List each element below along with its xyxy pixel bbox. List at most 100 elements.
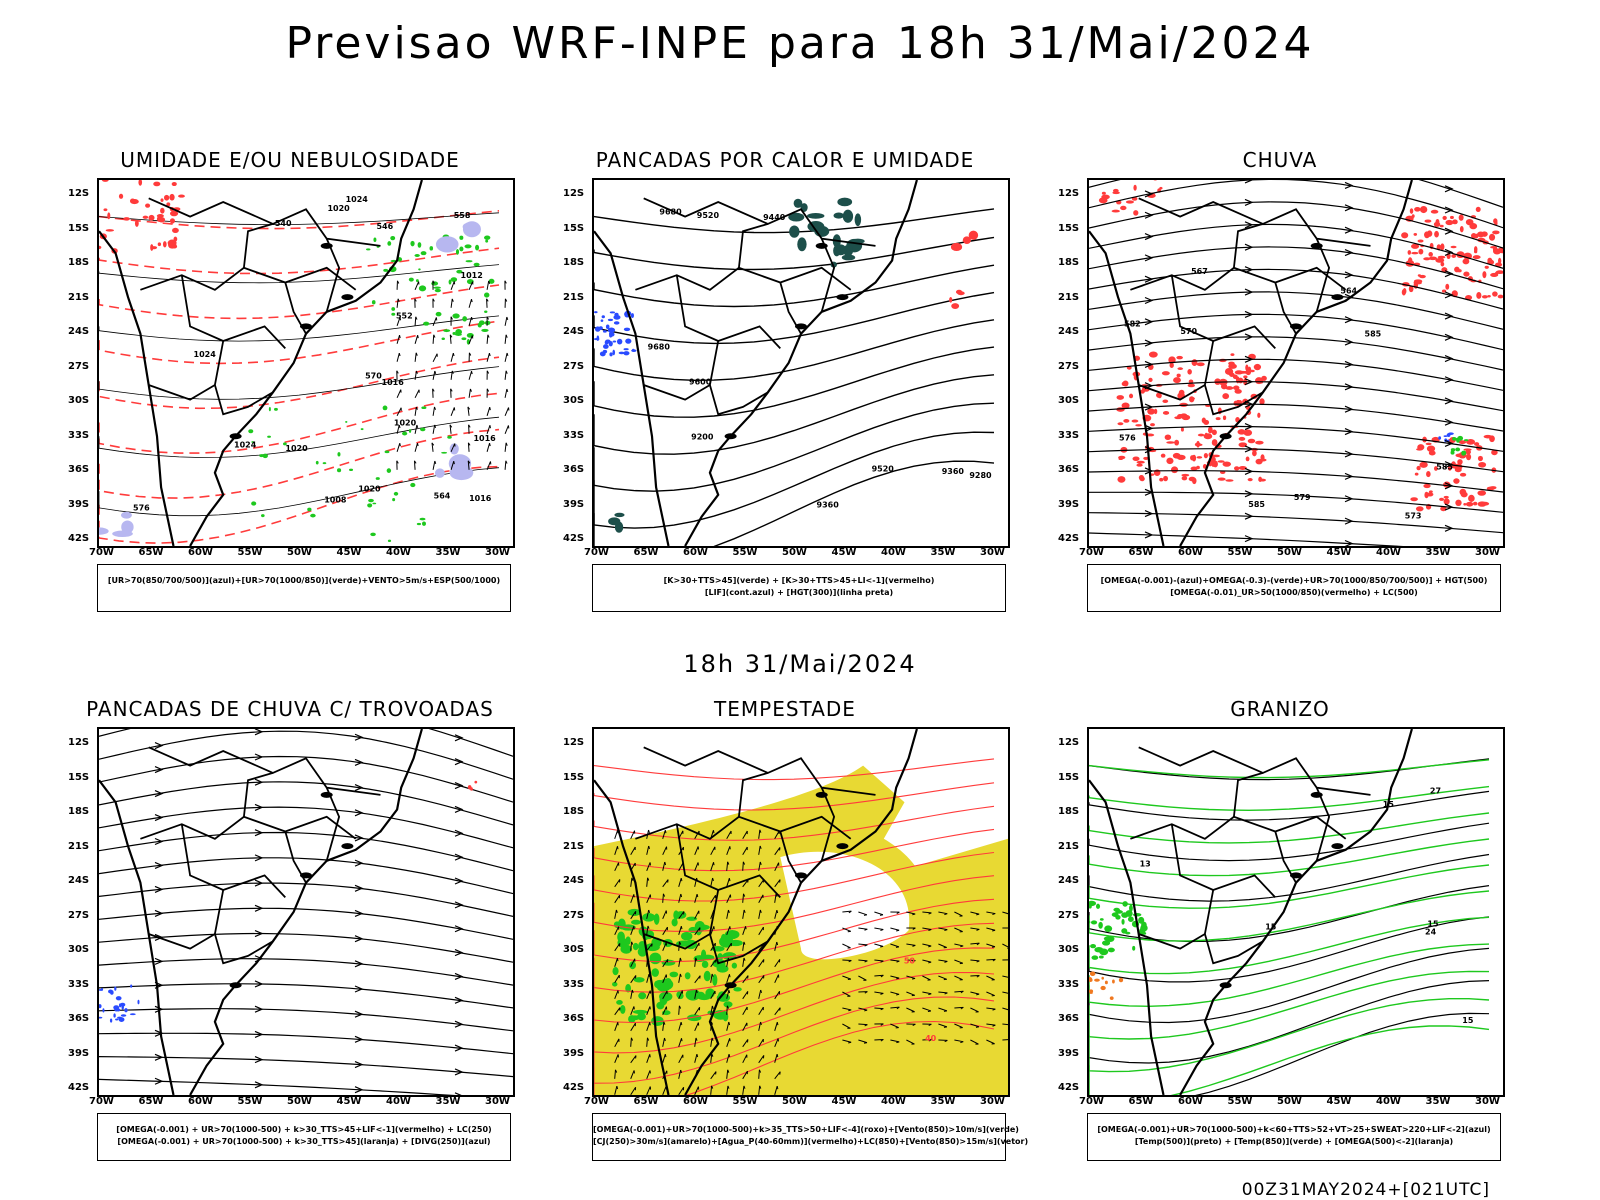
lon-tick-label: 60W [1178,547,1203,558]
lat-tick-label: 30S [1058,944,1080,955]
contour-label: 546 [376,222,393,231]
legend-line: [OMEGA(-0.001)-(azul)+OMEGA(-0.3)-(verde… [1100,576,1488,585]
lon-tick-label: 45W [1326,1096,1352,1107]
map-frame [97,727,515,1097]
lon-tick-label: 30W [1475,547,1500,558]
lon-tick-label: 60W [683,1096,708,1107]
contour-label: 9520 [697,211,720,220]
legend-line: [K>30+TTS>45](verde) + [K>30+TTS>45+LI<-… [663,576,935,585]
contour-label: 24 [1425,928,1437,937]
lon-tick-label: 65W [138,1096,164,1107]
lat-tick-label: 21S [68,840,90,852]
contour-label: 1024 [346,195,369,204]
lat-tick-label: 18S [563,806,585,817]
contour-label: 1024 [194,350,217,359]
contour-label: 585 [1436,462,1453,471]
contour-label: 9680 [659,208,682,217]
lat-tick-label: 24S [1058,326,1080,337]
lon-tick-label: 45W [1326,547,1352,558]
lat-tick-label: 39S [1058,1047,1080,1059]
lon-tick-label: 65W [633,1096,659,1107]
lat-tick-label: 12S [563,188,585,199]
lon-tick-label: 60W [683,547,708,558]
contour-label: 564 [1340,287,1357,296]
lon-tick-label: 55W [237,547,263,558]
forecast-time-label: 18h 31/Mai/2024 [683,650,917,678]
lat-tick-label: 30S [68,944,90,955]
lon-tick-label: 45W [831,547,857,558]
map-svg: 585 585 585 582 579 576 573 570 567 564 [1089,180,1503,546]
contour-label: 570 [1180,327,1197,336]
panel-pancadas-calor: PANCADAS POR CALOR E UMIDADE 9680 9680 960… [555,148,1015,628]
contour-label: 1024 [234,441,257,450]
lon-tick-label: 50W [1277,547,1302,558]
lat-tick-label: 33S [1058,978,1080,990]
contour-label: 1016 [473,434,496,443]
lat-tick-label: 12S [68,737,90,748]
contour-label: 1012 [461,271,483,280]
legend-line: [LIF](cont.azul) + [HGT(300)](linha pret… [704,588,894,597]
panel-pancadas-trovoadas: PANCADAS DE CHUVA C/ TROVOADAS 12S 15S 18S… [60,697,520,1177]
lat-tick-label: 21S [1058,840,1080,852]
lat-tick-label: 27S [563,360,585,372]
lon-tick-label: 30W [1475,1096,1500,1107]
lat-tick-label: 12S [1058,737,1080,748]
contour-label: 1016 [382,378,405,387]
legend-line: [Temp(500)](preto) + [Temp(850)](verde) … [1134,1137,1454,1146]
lon-tick-label: 55W [732,547,758,558]
lat-tick-label: 42S [1058,1082,1080,1093]
lat-tick-label: 18S [68,806,90,817]
legend-box: [OMEGA(-0.001)+UR>70(1000-500)+k<60+TTS>… [1087,1113,1501,1161]
lon-tick-label: 35W [930,547,956,558]
lon-tick-label: 55W [1227,1096,1253,1107]
map-frame: 15 13 15 15 15 24 27 [1087,727,1505,1097]
map-frame: 585 585 585 582 579 576 573 570 567 564 [1087,178,1505,548]
lat-tick-label: 42S [68,533,90,544]
contour-label: 9360 [817,501,840,510]
lat-tick-label: 39S [563,498,585,510]
lat-tick-label: 21S [1058,291,1080,303]
lon-tick-label: 40W [1376,1096,1401,1107]
legend-line: [OMEGA(-0.001) + UR>70(1000-500) + k>30_… [117,1137,491,1146]
lat-tick-label: 42S [68,1082,90,1093]
lat-tick-label: 27S [1058,909,1080,921]
lon-tick-label: 30W [980,1096,1005,1107]
lon-tick-label: 70W [584,1096,609,1107]
contour-label: 540 [275,219,292,228]
map-svg [99,729,513,1095]
contour-label: 9680 [648,342,671,351]
lat-tick-label: 36S [1058,464,1080,475]
lat-tick-label: 36S [563,1013,585,1024]
lat-tick-label: 30S [563,944,585,955]
lat-tick-label: 18S [1058,257,1080,268]
lat-tick-label: 12S [563,737,585,748]
lat-tick-label: 42S [563,533,585,544]
contour-label: 9200 [691,433,714,442]
legend-line: [OMEGA(-0.001) + UR>70(1000-500) + k>30_… [116,1125,492,1134]
lon-tick-label: 70W [584,547,609,558]
lat-tick-label: 15S [68,222,90,234]
lat-tick-label: 33S [68,429,90,441]
contour-label: 15 [1462,1016,1474,1025]
lat-tick-label: 15S [563,771,585,783]
contour-label: 1016 [469,494,492,503]
lat-tick-label: 27S [563,909,585,921]
legend-box: [OMEGA(-0.001) + UR>70(1000-500) + k>30_… [97,1113,511,1161]
lon-tick-label: 40W [386,547,411,558]
contour-label: 552 [396,311,413,320]
map-frame: 40 50 [592,727,1010,1097]
lon-tick-label: 50W [287,547,312,558]
legend-line: [OMEGA(-0.001)+UR>70(1000-500)+k>35_TTS>… [593,1125,1019,1134]
contour-label: 573 [1405,511,1422,520]
lon-tick-label: 50W [782,1096,807,1107]
map-svg: 9680 9680 9600 9520 9520 9440 9360 9360 9280 9200 [594,180,995,546]
lon-tick-label: 45W [336,547,362,558]
lat-tick-label: 24S [563,875,585,886]
lon-tick-label: 65W [138,547,164,558]
legend-box: [OMEGA(-0.001)-(azul)+OMEGA(-0.3)-(verde… [1087,564,1501,612]
legend-line: [UR>70(850/700/500)](azul)+[UR>70(1000/8… [107,576,501,585]
lon-tick-label: 55W [1227,547,1253,558]
main-title: Previsao WRF-INPE para 18h 31/Mai/2024 [285,18,1315,69]
contour-label: 15 [1265,923,1277,932]
contour-label: 1020 [327,204,350,213]
